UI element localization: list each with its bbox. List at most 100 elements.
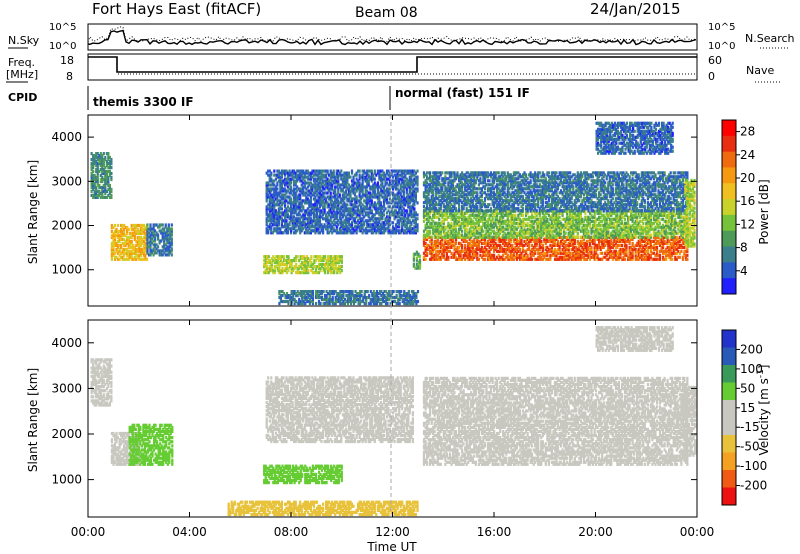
heatmap-cell [381,231,384,235]
heatmap-cell [353,225,357,229]
heatmap-cell [267,231,270,235]
heatmap-cell [126,237,129,241]
heatmap-cell [442,231,445,235]
heatmap-cell [456,221,459,225]
heatmap-cell [614,245,617,249]
heatmap-cell [379,183,382,187]
heatmap-cell [494,215,497,219]
heatmap-cell [320,197,323,201]
heatmap-cell [152,249,155,253]
heatmap-cell [335,229,338,233]
heatmap-cell [299,255,302,259]
heatmap-cell [439,209,442,213]
heatmap-cell [337,203,340,207]
heatmap-cell [410,209,413,213]
heatmap-cell [311,211,314,215]
heatmap-cell [335,205,338,209]
heatmap-cell [645,243,648,247]
heatmap-cell [314,259,318,263]
heatmap-cell [441,247,444,251]
heatmap-cell [303,217,306,221]
heatmap-cell [141,249,144,253]
heatmap-cell [312,215,315,219]
heatmap-cell [535,243,538,247]
heatmap-cell [280,217,283,221]
heatmap-cell [270,229,273,233]
heatmap-cell [373,201,376,205]
heatmap-cell [136,229,139,233]
noise-right-tick-top: 10^5 [708,22,735,33]
heatmap-cell [549,249,552,253]
heatmap-cell [414,217,417,221]
heatmap-cell [392,229,395,233]
heatmap-cell [398,207,401,211]
heatmap-cell [276,269,279,273]
heatmap-cell [441,235,444,239]
heatmap-cell [283,217,287,221]
heatmap-cell [145,257,149,261]
heatmap-cell [668,251,671,255]
heatmap-cell [347,223,350,227]
heatmap-cell [144,233,147,237]
heatmap-cell [538,245,541,249]
heatmap-cell [436,237,439,241]
heatmap-cell [139,257,142,261]
heatmap-cell [118,249,121,253]
heatmap-cell [500,249,503,253]
heatmap-cell [485,213,488,217]
heatmap-cell [315,179,319,183]
heatmap-cell [108,169,111,174]
heatmap-cell [636,255,639,259]
heatmap-cell [290,229,293,233]
heatmap-cell [479,211,482,215]
heatmap-cell [320,209,323,213]
heatmap-cell [473,233,476,237]
heatmap-cell [384,179,387,183]
heatmap-cell [271,203,274,207]
heatmap-cell [657,257,660,261]
heatmap-cell [127,237,130,241]
heatmap-cell [401,221,404,225]
heatmap-cell [279,271,282,275]
heatmap-cell [402,193,405,197]
heatmap-cell [540,251,543,255]
noise-search-trace [87,26,697,43]
heatmap-cell [296,255,299,259]
heatmap-cell [96,166,99,170]
heatmap-cell [360,209,363,213]
heatmap-cell [439,249,442,253]
heatmap-cell [95,169,98,174]
heatmap-cell [637,253,640,257]
heatmap-cell [279,191,282,195]
heatmap-cell [471,225,474,229]
heatmap-cell [411,189,414,193]
heatmap-cell [547,247,550,251]
heatmap-cell [678,251,681,255]
heatmap-cell [674,251,677,255]
heatmap-cell [462,253,465,257]
heatmap-cell [281,267,284,271]
heatmap-cell [461,211,464,215]
heatmap-cell [138,223,141,228]
heatmap-cell [164,235,167,239]
heatmap-cell [438,231,441,235]
heatmap-cell [132,245,135,249]
heatmap-cell [286,177,290,181]
heatmap-cell [476,251,479,255]
heatmap-cell [288,227,291,231]
heatmap-cell [314,187,317,191]
heatmap-cell [338,211,341,215]
heatmap-cell [334,193,337,197]
heatmap-cell [531,235,534,239]
heatmap-cell [157,237,160,241]
heatmap-cell [459,253,462,257]
heatmap-cell [456,211,459,215]
heatmap-cell [278,269,281,273]
heatmap-cell [296,169,299,173]
heatmap-cell [411,203,414,207]
heatmap-cell [271,179,274,183]
heatmap-cell [408,179,411,183]
heatmap-cell [372,231,375,235]
heatmap-cell [141,227,144,232]
heatmap-cell [343,205,346,209]
